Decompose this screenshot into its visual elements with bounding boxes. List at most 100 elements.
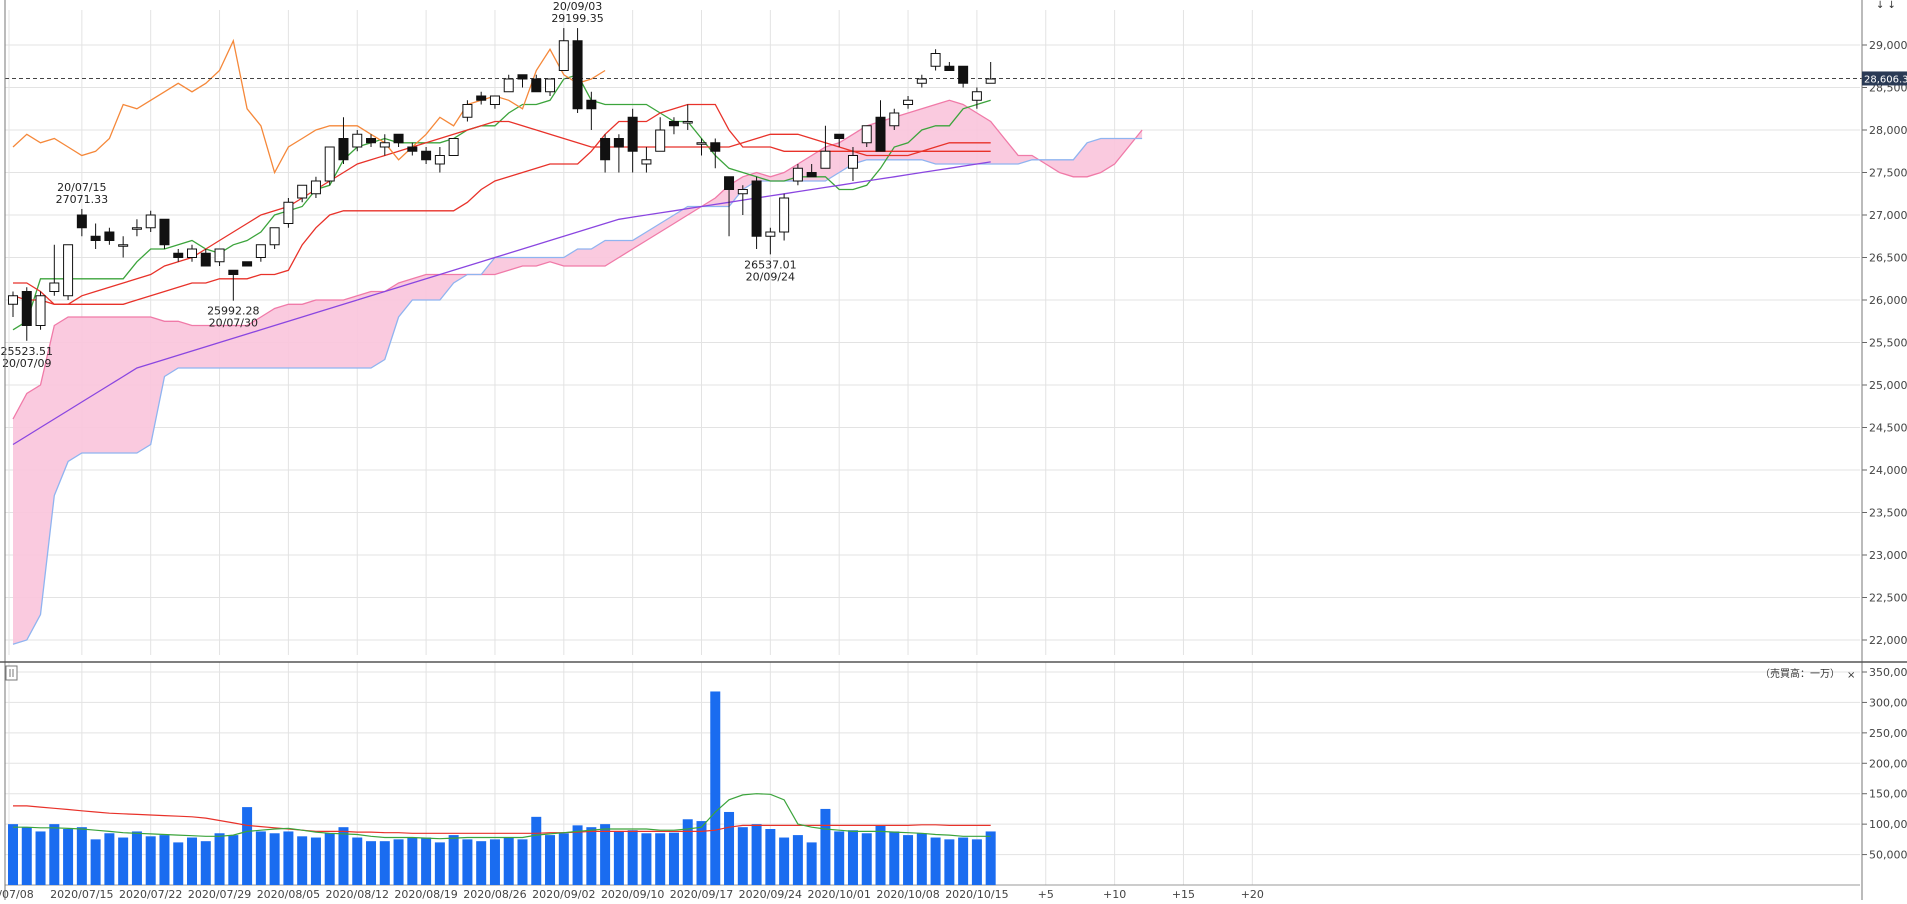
volume-bar <box>104 833 115 885</box>
candle-body <box>930 53 941 67</box>
volume-bar <box>145 836 156 885</box>
volume-bar <box>641 833 652 885</box>
candle-body <box>21 291 32 326</box>
candle-body <box>269 227 280 246</box>
candle-body <box>393 133 404 144</box>
candle-body <box>861 125 872 144</box>
candle-body <box>600 138 611 161</box>
volume-bar <box>558 833 569 885</box>
price-tick-label: 25,500 <box>1869 337 1907 350</box>
volume-bar <box>49 824 60 885</box>
volume-bar <box>985 831 996 885</box>
candle-body <box>76 214 87 229</box>
candle-body <box>655 129 666 152</box>
close-icon[interactable]: × <box>1847 670 1855 681</box>
candle-body <box>407 146 418 152</box>
candle-body <box>489 95 500 105</box>
volume-bar <box>613 831 624 885</box>
annotation-date: 20/07/30 <box>209 317 258 330</box>
candle-body <box>366 138 377 144</box>
x-tick-label: 2020/07/22 <box>119 888 182 900</box>
arrow-icon[interactable]: ↓ ↓ <box>1876 0 1896 11</box>
candle-body <box>916 78 927 84</box>
volume-pane-handle[interactable] <box>5 665 18 681</box>
volume-bar <box>90 839 101 885</box>
volume-bar <box>958 837 969 885</box>
candle-body <box>324 146 335 182</box>
candle-body <box>903 99 914 105</box>
x-tick-label: 2020/09/17 <box>670 888 733 900</box>
price-tick-label: 26,000 <box>1869 294 1907 307</box>
volume-bar <box>269 833 280 885</box>
volume-bar <box>228 835 239 885</box>
volume-bar <box>655 833 666 885</box>
x-tick-label: +10 <box>1103 888 1126 900</box>
volume-bar <box>847 830 858 885</box>
annotation-date: 20/09/03 <box>553 0 602 13</box>
volume-tick-label: 200,000 <box>1869 757 1907 770</box>
volume-bar <box>462 839 473 885</box>
volume-bar <box>76 827 87 885</box>
candle-body <box>297 184 308 199</box>
annotation-date: 20/07/15 <box>57 181 106 194</box>
volume-bar <box>352 837 363 885</box>
candle-body <box>696 142 707 145</box>
volume-bar <box>627 830 638 885</box>
x-tick-label: 2020/08/19 <box>394 888 457 900</box>
volume-bar <box>903 835 914 885</box>
candle-body <box>434 155 445 165</box>
candle-body <box>572 40 583 110</box>
annotation-value: 29199.35 <box>551 12 604 25</box>
candle-body <box>187 248 198 258</box>
volume-unit-label: （売買高：一万） <box>1760 667 1840 680</box>
candle-body <box>159 218 170 246</box>
candle-body <box>462 104 473 118</box>
volume-bar <box>242 807 253 885</box>
annotation-value: 25523.51 <box>1 345 54 358</box>
candle-body <box>503 78 514 93</box>
candle-body <box>889 112 900 127</box>
volume-bar <box>572 825 583 885</box>
candle-body <box>545 78 556 93</box>
candle-body <box>875 116 886 152</box>
x-tick-label: 2020/09/24 <box>739 888 802 900</box>
candle-body <box>310 180 321 195</box>
volume-tick-label: 100,000 <box>1869 818 1907 831</box>
candle-body <box>8 295 18 305</box>
candle-body <box>847 155 858 169</box>
line-chikou <box>12 38 606 175</box>
annotation-value: 25992.28 <box>207 305 260 318</box>
candle-body <box>214 248 225 263</box>
volume-bar <box>407 837 418 885</box>
price-tick-label: 27,000 <box>1869 209 1907 222</box>
candle-body <box>131 227 142 230</box>
line-sma <box>12 161 991 446</box>
volume-bar <box>531 816 542 885</box>
volume-bar <box>792 835 803 885</box>
volume-tick-label: 150,000 <box>1869 788 1907 801</box>
cloud-span-b <box>12 137 1143 645</box>
candle-body <box>448 138 459 156</box>
candle-body <box>104 231 115 241</box>
candle-body <box>737 189 748 195</box>
candle-body <box>627 116 638 152</box>
price-tick-label: 25,000 <box>1869 379 1907 392</box>
candle-body <box>476 95 487 101</box>
candle-body <box>531 78 542 93</box>
candle-body <box>641 159 652 165</box>
volume-bar <box>379 841 390 885</box>
volume-bar <box>187 837 198 885</box>
volume-bar <box>696 821 707 885</box>
volume-bar <box>834 831 845 885</box>
candle-body <box>944 65 955 71</box>
volume-bar <box>861 833 872 885</box>
x-tick-label: +5 <box>1038 888 1054 900</box>
annotation-date: 20/07/09 <box>2 357 51 370</box>
candle-body <box>517 74 528 80</box>
price-tick-label: 26,500 <box>1869 252 1907 265</box>
candle-body <box>613 138 624 148</box>
candle-body <box>421 150 432 161</box>
candle-body <box>63 244 74 297</box>
